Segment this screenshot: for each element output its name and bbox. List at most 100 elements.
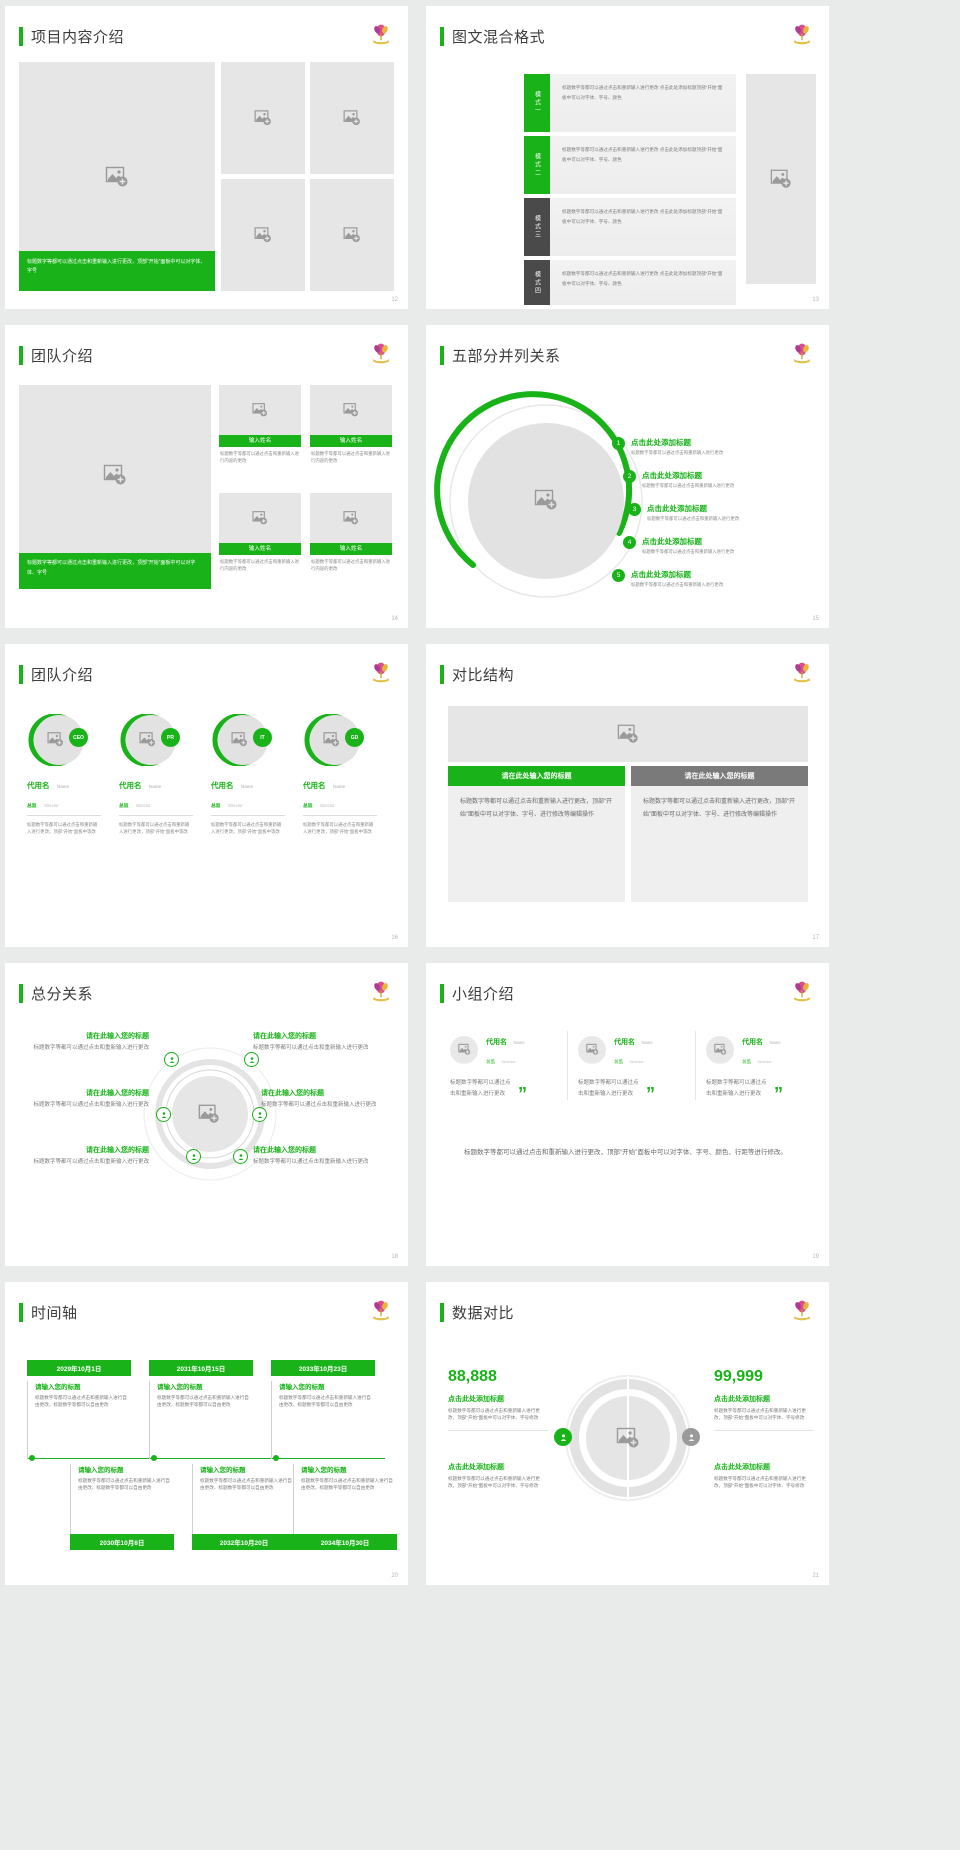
card-image[interactable] <box>310 385 392 435</box>
card-image[interactable] <box>310 493 392 543</box>
slide-18-item-3[interactable]: 请在此输入您的标题 标题数字等都可以通过点击和重新输入进行更改 <box>17 1088 149 1110</box>
slide-13-row-4[interactable]: 模式四 标题数字等都可以通过点击和重新输入进行更改 点击此处添加标题顶部“开始”… <box>524 260 736 305</box>
slide-19-card-3[interactable]: 代用名 Name 总监 Director 标题数字等都可以通过点击和重新输入进行… <box>706 1031 821 1105</box>
slide-16-member-3[interactable]: IT 代用名 Name 总监 Director 标题数字等都可以通过点击和重新输… <box>211 714 297 836</box>
avatar[interactable] <box>706 1035 734 1064</box>
slide-14-card-2[interactable]: 输入姓名 标题数字等都可以通过点击和重新输入进行内容的更改 <box>310 385 392 469</box>
slide-20-bottom-2[interactable]: 请输入您的标题 标题数字等都可以通过点击和重新输入进行自由更改，标题数字等都可以… <box>192 1464 296 1550</box>
slide-19[interactable]: 小组介绍 代用名 Name 总监 Director <box>426 963 829 1266</box>
avatar[interactable]: IT <box>211 714 297 766</box>
card-image[interactable] <box>219 385 301 435</box>
left-marker-icon <box>554 1428 572 1446</box>
avatar[interactable]: CEO <box>27 714 113 766</box>
slide-13-row-2[interactable]: 模式二 标题数字等都可以通过点击和重新输入进行更改 点击此处添加标题顶部“开始”… <box>524 136 736 194</box>
slide-20-top-2[interactable]: 2031年10月15日 请输入您的标题 标题数字等都可以通过点击和重新输入进行自… <box>149 1360 253 1459</box>
slide-21-left-block-2[interactable]: 点击此处添加标题 标题数字等都可以通过点击和重新输入进行更改，顶部“开始”面板中… <box>448 1462 548 1490</box>
slide-13-row-1[interactable]: 模式一 标题数字等都可以通过点击和重新输入进行更改 点击此处添加标题顶部“开始”… <box>524 74 736 132</box>
member-role-line: 总监 Director <box>27 794 101 816</box>
node-icon-4 <box>233 1149 248 1164</box>
brand-logo-icon <box>368 341 394 367</box>
item-title: 请在此输入您的标题 <box>86 1147 149 1154</box>
slide-15-item-5[interactable]: 5 点击此处添加标题 标题数字等都可以通过点击和重新输入进行更改 <box>612 569 723 588</box>
card-image[interactable] <box>219 493 301 543</box>
card-name-line: 代用名 Name <box>614 1039 653 1046</box>
slide-20-top-3[interactable]: 2033年10月23日 请输入您的标题 标题数字等都可以通过点击和重新输入进行自… <box>271 1360 375 1459</box>
slide-12-thumb-3[interactable] <box>221 179 305 291</box>
avatar[interactable]: PR <box>119 714 205 766</box>
slide-20[interactable]: 时间轴 2029年10月1日 请输入您的标题 标题数字等都可以通过点击和重新输入… <box>5 1282 408 1585</box>
brand-logo-icon <box>789 660 815 686</box>
slide-15[interactable]: 五部分并列关系 1 点击此处添加标题 标题数字等都可以通过点击和重新输入进行更改… <box>426 325 829 628</box>
brand-logo-icon <box>789 22 815 48</box>
avatar[interactable] <box>450 1035 478 1064</box>
slide-15-item-2[interactable]: 2 点击此处添加标题 标题数字等都可以通过点击和重新输入进行更改 <box>623 470 734 489</box>
slide-18[interactable]: 总分关系 请在此输入您的标题 标题数字等都可以通过点击和重新输入进行更改 请在此… <box>5 963 408 1266</box>
slide-13-image[interactable] <box>746 74 816 284</box>
timeline-title: 请输入您的标题 <box>279 1384 325 1391</box>
slide-14-card-1[interactable]: 输入姓名 标题数字等都可以通过点击和重新输入进行内容的更改 <box>219 385 301 469</box>
slide-21-right-block-1[interactable]: 点击此处添加标题 标题数字等都可以通过点击和重新输入进行更改，顶部“开始”面板中… <box>714 1394 814 1431</box>
slide-21-center-icon[interactable] <box>616 1426 640 1450</box>
brand-logo-icon <box>789 341 815 367</box>
slide-13-title: 图文混合格式 <box>440 26 545 47</box>
avatar[interactable]: GD <box>303 714 389 766</box>
slide-18-item-5[interactable]: 请在此输入您的标题 标题数字等都可以通过点击和重新输入进行更改 <box>23 1145 149 1167</box>
row-label-3: 模式三 <box>524 198 550 256</box>
slide-number: 20 <box>391 1573 398 1579</box>
slide-15-item-4[interactable]: 4 点击此处添加标题 标题数字等都可以通过点击和重新输入进行更改 <box>623 536 734 555</box>
slide-17-column-left[interactable]: 请在此处输入您的标题 标题数字等都可以通过点击和重新输入进行更改，顶部“开始”面… <box>448 766 625 902</box>
slide-14-main-image[interactable] <box>19 385 211 565</box>
slide-18-center-icon[interactable] <box>198 1103 220 1125</box>
item-desc: 标题数字等都可以通过点击和重新输入进行更改 <box>631 449 724 455</box>
slide-14-card-3[interactable]: 输入姓名 标题数字等都可以通过点击和重新输入进行内容的更改 <box>219 493 301 577</box>
slide-14-card-4[interactable]: 输入姓名 标题数字等都可以通过点击和重新输入进行内容的更改 <box>310 493 392 577</box>
add-image-icon <box>231 731 248 748</box>
slide-20-bottom-1[interactable]: 请输入您的标题 标题数字等都可以通过点击和重新输入进行自由更改，标题数字等都可以… <box>70 1464 174 1550</box>
slide-15-item-1[interactable]: 1 点击此处添加标题 标题数字等都可以通过点击和重新输入进行更改 <box>612 437 723 456</box>
slide-21[interactable]: 数据对比 88,888 点击此处添加标题 标题数字等都可以通 <box>426 1282 829 1585</box>
page-title: 团队介绍 <box>31 667 94 684</box>
item-desc: 标题数字等都可以通过点击和重新输入进行更改 <box>642 548 735 554</box>
slide-15-item-3[interactable]: 3 点击此处添加标题 标题数字等都可以通过点击和重新输入进行更改 <box>628 503 739 522</box>
role-badge: CEO <box>69 728 88 747</box>
slide-number: 12 <box>391 297 398 303</box>
column-body: 标题数字等都可以通过点击和重新输入进行更改，顶部“开始”面板中可以对字体、字号、… <box>448 786 625 902</box>
slide-17[interactable]: 对比结构 请在此处输入您的标题 标题数字等都可以通过点击和重新输入进行更改，顶部… <box>426 644 829 947</box>
add-image-icon <box>254 226 272 244</box>
slide-13-row-3[interactable]: 模式三 标题数字等都可以通过点击和重新输入进行更改 点击此处添加标题顶部“开始”… <box>524 198 736 256</box>
slide-16-member-1[interactable]: CEO 代用名 Name 总监 Director 标题数字等都可以通过点击和重新… <box>27 714 113 836</box>
slide-18-item-1[interactable]: 请在此输入您的标题 标题数字等都可以通过点击和重新输入进行更改 <box>23 1031 149 1053</box>
member-desc: 标题数字等都可以通过点击和重新输入进行更改，顶部“开始”面板中等改 <box>119 822 190 834</box>
item-title: 点击此处添加标题 <box>647 504 707 513</box>
slide-20-bottom-3[interactable]: 请输入您的标题 标题数字等都可以通过点击和重新输入进行自由更改，标题数字等都可以… <box>293 1464 397 1550</box>
slide-15-center-image-icon[interactable] <box>534 488 558 512</box>
slide-12-thumb-4[interactable] <box>310 179 394 291</box>
slide-21-left-block-1[interactable]: 点击此处添加标题 标题数字等都可以通过点击和重新输入进行更改，顶部“开始”面板中… <box>448 1394 548 1431</box>
slide-12-thumb-1[interactable] <box>221 62 305 174</box>
slide-14[interactable]: 团队介绍 标题数字等都可以通过点击和重新输入进行更改，顶部“开始”面板中可以对字… <box>5 325 408 628</box>
slide-18-item-6[interactable]: 请在此输入您的标题 标题数字等都可以通过点击和重新输入进行更改 <box>253 1145 393 1167</box>
slide-19-card-1[interactable]: 代用名 Name 总监 Director 标题数字等都可以通过点击和重新输入进行… <box>450 1031 568 1103</box>
slide-16-member-2[interactable]: PR 代用名 Name 总监 Director 标题数字等都可以通过点击和重新输… <box>119 714 205 836</box>
slide-17-column-right[interactable]: 请在此处输入您的标题 标题数字等都可以通过点击和重新输入进行更改，顶部“开始”面… <box>631 766 808 902</box>
slide-16-member-4[interactable]: GD 代用名 Name 总监 Director 标题数字等都可以通过点击和重新输… <box>303 714 389 836</box>
block-title: 点击此处添加标题 <box>448 1396 504 1403</box>
slide-12[interactable]: 项目内容介绍 标题 <box>5 6 408 309</box>
quote-icon: ” <box>774 1084 783 1105</box>
slide-18-item-4[interactable]: 请在此输入您的标题 标题数字等都可以通过点击和重新输入进行更改 <box>261 1088 395 1110</box>
row-text-2: 标题数字等都可以通过点击和重新输入进行更改 点击此处添加标题顶部“开始”面板中可… <box>550 136 736 194</box>
slide-17-banner-image[interactable] <box>448 706 808 762</box>
member-role-line: 总监 Director <box>119 794 193 816</box>
item-desc: 标题数字等都可以通过点击和重新输入进行更改 <box>33 1045 149 1051</box>
slide-21-right-block-2[interactable]: 点击此处添加标题 标题数字等都可以通过点击和重新输入进行更改，顶部“开始”面板中… <box>714 1462 814 1490</box>
slide-13[interactable]: 图文混合格式 模式一 标题数字等都可以通过点击和重新输入进行更改 点击此处添加标… <box>426 6 829 309</box>
slide-18-item-2[interactable]: 请在此输入您的标题 标题数字等都可以通过点击和重新输入进行更改 <box>253 1031 393 1053</box>
slide-12-thumb-2[interactable] <box>310 62 394 174</box>
slide-16[interactable]: 团队介绍 CEO 代用名 Name <box>5 644 408 947</box>
item-desc: 标题数字等都可以通过点击和重新输入进行更改 <box>261 1102 377 1108</box>
avatar[interactable] <box>578 1035 606 1064</box>
add-image-icon <box>343 226 361 244</box>
slide-20-top-1[interactable]: 2029年10月1日 请输入您的标题 标题数字等都可以通过点击和重新输入进行自由… <box>27 1360 131 1459</box>
slide-19-card-2[interactable]: 代用名 Name 总监 Director 标题数字等都可以通过点击和重新输入进行… <box>578 1031 696 1103</box>
slide-number: 16 <box>391 935 398 941</box>
